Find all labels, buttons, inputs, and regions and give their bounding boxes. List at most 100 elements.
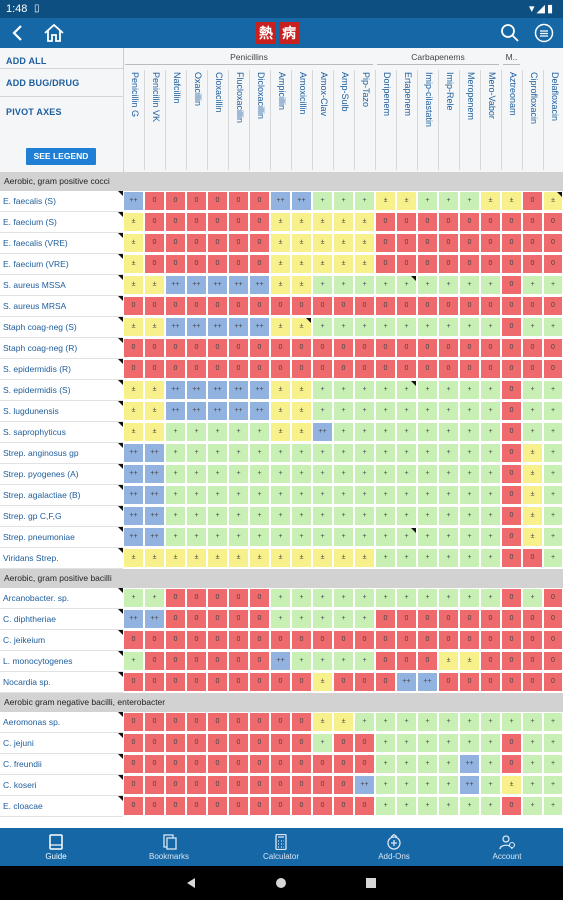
susceptibility-cell[interactable]: 0 — [438, 630, 459, 650]
susceptibility-cell[interactable]: + — [228, 506, 249, 526]
susceptibility-cell[interactable]: + — [543, 754, 563, 774]
susceptibility-cell[interactable]: + — [396, 422, 417, 442]
susceptibility-cell[interactable]: + — [396, 754, 417, 774]
susceptibility-cell[interactable]: 0 — [480, 296, 501, 316]
susceptibility-cell[interactable]: ++ — [165, 380, 186, 400]
susceptibility-cell[interactable]: ± — [228, 548, 249, 568]
susceptibility-cell[interactable]: 0 — [249, 588, 270, 608]
organism-row-label[interactable]: Strep. agalactiae (B) — [0, 485, 123, 506]
susceptibility-cell[interactable]: ++ — [417, 672, 438, 692]
susceptibility-cell[interactable]: + — [333, 527, 354, 547]
susceptibility-cell[interactable]: 0 — [501, 464, 522, 484]
nav-add-ons[interactable]: Add-Ons — [338, 828, 450, 866]
susceptibility-cell[interactable]: ± — [522, 443, 543, 463]
susceptibility-cell[interactable]: + — [459, 317, 480, 337]
susceptibility-cell[interactable]: ± — [123, 422, 144, 442]
susceptibility-cell[interactable]: 0 — [144, 775, 165, 795]
susceptibility-cell[interactable]: ± — [333, 212, 354, 232]
susceptibility-cell[interactable]: + — [333, 380, 354, 400]
susceptibility-cell[interactable]: 0 — [186, 775, 207, 795]
susceptibility-cell[interactable]: ++ — [228, 401, 249, 421]
susceptibility-cell[interactable]: + — [165, 464, 186, 484]
susceptibility-cell[interactable]: 0 — [228, 296, 249, 316]
susceptibility-cell[interactable]: 0 — [144, 233, 165, 253]
susceptibility-cell[interactable]: 0 — [501, 212, 522, 232]
organism-row-label[interactable]: S. epidermidis (S) — [0, 380, 123, 401]
susceptibility-cell[interactable]: + — [438, 796, 459, 816]
susceptibility-cell[interactable]: 0 — [417, 254, 438, 274]
susceptibility-cell[interactable]: 0 — [522, 609, 543, 629]
susceptibility-cell[interactable]: ± — [291, 317, 312, 337]
susceptibility-cell[interactable]: 0 — [249, 754, 270, 774]
susceptibility-cell[interactable]: + — [375, 754, 396, 774]
susceptibility-cell[interactable]: + — [270, 609, 291, 629]
susceptibility-cell[interactable]: ± — [270, 548, 291, 568]
susceptibility-cell[interactable]: 0 — [270, 630, 291, 650]
susceptibility-cell[interactable]: ± — [333, 712, 354, 732]
susceptibility-cell[interactable]: 0 — [501, 733, 522, 753]
drug-column-header[interactable]: Dicloxacillin — [249, 70, 271, 170]
susceptibility-cell[interactable]: 0 — [417, 630, 438, 650]
susceptibility-cell[interactable]: 0 — [375, 233, 396, 253]
susceptibility-cell[interactable]: + — [354, 401, 375, 421]
susceptibility-cell[interactable]: + — [459, 527, 480, 547]
susceptibility-cell[interactable]: 0 — [228, 212, 249, 232]
susceptibility-cell[interactable]: + — [375, 796, 396, 816]
susceptibility-cell[interactable]: 0 — [207, 796, 228, 816]
susceptibility-cell[interactable]: ++ — [228, 317, 249, 337]
susceptibility-cell[interactable]: + — [312, 651, 333, 671]
susceptibility-cell[interactable]: 0 — [123, 338, 144, 358]
susceptibility-cell[interactable]: + — [438, 191, 459, 211]
susceptibility-cell[interactable]: + — [417, 443, 438, 463]
susceptibility-cell[interactable]: ± — [249, 548, 270, 568]
susceptibility-cell[interactable]: 0 — [480, 212, 501, 232]
susceptibility-cell[interactable]: 0 — [522, 548, 543, 568]
susceptibility-cell[interactable]: + — [396, 275, 417, 295]
susceptibility-cell[interactable]: 0 — [207, 672, 228, 692]
susceptibility-cell[interactable]: + — [270, 588, 291, 608]
susceptibility-cell[interactable]: + — [480, 775, 501, 795]
susceptibility-cell[interactable]: 0 — [228, 796, 249, 816]
susceptibility-cell[interactable]: 0 — [354, 630, 375, 650]
drug-column-header[interactable]: Imip-Rele — [438, 70, 460, 170]
susceptibility-cell[interactable]: + — [480, 733, 501, 753]
susceptibility-cell[interactable]: ± — [207, 548, 228, 568]
susceptibility-cell[interactable]: 0 — [249, 296, 270, 316]
susceptibility-cell[interactable]: 0 — [207, 191, 228, 211]
susceptibility-cell[interactable]: 0 — [438, 359, 459, 379]
organism-row-label[interactable]: C. jejuni — [0, 733, 123, 754]
susceptibility-cell[interactable]: + — [396, 733, 417, 753]
susceptibility-cell[interactable]: ± — [123, 401, 144, 421]
susceptibility-cell[interactable]: 0 — [207, 359, 228, 379]
susceptibility-cell[interactable]: + — [228, 485, 249, 505]
susceptibility-cell[interactable]: + — [333, 609, 354, 629]
susceptibility-cell[interactable]: ± — [291, 233, 312, 253]
susceptibility-cell[interactable]: + — [270, 506, 291, 526]
system-back-button[interactable] — [176, 866, 206, 900]
susceptibility-cell[interactable]: 0 — [270, 712, 291, 732]
susceptibility-cell[interactable]: ± — [354, 548, 375, 568]
susceptibility-cell[interactable]: + — [312, 485, 333, 505]
susceptibility-cell[interactable]: ± — [291, 254, 312, 274]
susceptibility-cell[interactable]: + — [417, 548, 438, 568]
susceptibility-cell[interactable]: 0 — [354, 359, 375, 379]
susceptibility-cell[interactable]: ± — [291, 422, 312, 442]
susceptibility-cell[interactable]: + — [249, 506, 270, 526]
susceptibility-cell[interactable]: + — [375, 775, 396, 795]
susceptibility-cell[interactable]: + — [522, 317, 543, 337]
drug-column-header[interactable]: Cloxacillin — [207, 70, 229, 170]
susceptibility-cell[interactable]: 0 — [291, 359, 312, 379]
susceptibility-cell[interactable]: + — [396, 588, 417, 608]
susceptibility-cell[interactable]: 0 — [249, 609, 270, 629]
susceptibility-cell[interactable]: 0 — [186, 296, 207, 316]
susceptibility-cell[interactable]: 0 — [375, 630, 396, 650]
susceptibility-cell[interactable]: 0 — [375, 651, 396, 671]
susceptibility-cell[interactable]: 0 — [522, 630, 543, 650]
susceptibility-cell[interactable]: + — [459, 380, 480, 400]
susceptibility-cell[interactable]: + — [186, 485, 207, 505]
susceptibility-cell[interactable]: ± — [312, 233, 333, 253]
susceptibility-cell[interactable]: 0 — [459, 212, 480, 232]
susceptibility-cell[interactable]: ++ — [144, 485, 165, 505]
susceptibility-cell[interactable]: ± — [480, 191, 501, 211]
susceptibility-cell[interactable]: 0 — [543, 651, 563, 671]
